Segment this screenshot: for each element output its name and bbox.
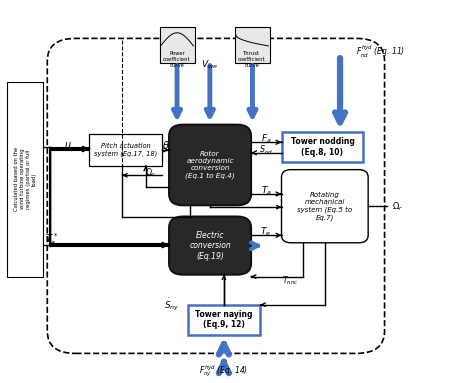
Text: Tower nodding
(Eq.8, 10): Tower nodding (Eq.8, 10): [291, 137, 355, 157]
FancyBboxPatch shape: [282, 170, 368, 243]
Text: $F_a$: $F_a$: [261, 132, 272, 145]
Text: $T_e$: $T_e$: [261, 225, 272, 238]
Text: $T_e^*$: $T_e^*$: [46, 231, 59, 248]
Bar: [90, 134, 162, 166]
Text: $V_{we}$: $V_{we}$: [201, 58, 219, 71]
Bar: [235, 27, 270, 63]
Text: Calculated based on the
wind turbine operating
regimes (partial or full
load): Calculated based on the wind turbine ope…: [14, 147, 36, 211]
Text: Pitch actuation
system (Eq.17, 18): Pitch actuation system (Eq.17, 18): [94, 143, 157, 157]
Text: Rotor
aerodynamic
conversion
(Eq.1 to Eq.4): Rotor aerodynamic conversion (Eq.1 to Eq…: [185, 151, 235, 179]
FancyBboxPatch shape: [169, 216, 251, 275]
Bar: [188, 304, 260, 335]
Text: $\Omega_r$: $\Omega_r$: [392, 200, 403, 213]
Text: $u$: $u$: [64, 139, 72, 149]
Bar: [8, 82, 43, 277]
Bar: [160, 27, 195, 63]
Text: $F_{nd}^{hyd}$ (Eq. 11): $F_{nd}^{hyd}$ (Eq. 11): [356, 43, 406, 60]
Text: $\Omega_r$: $\Omega_r$: [145, 166, 156, 178]
Text: Tower naying
(Eq.9, 12): Tower naying (Eq.9, 12): [195, 310, 253, 329]
Text: $T_{nnc}$: $T_{nnc}$: [282, 275, 298, 287]
Text: $F_{ny}^{hyd}$ (Eq. 14): $F_{ny}^{hyd}$ (Eq. 14): [200, 363, 248, 379]
Text: $T_a$: $T_a$: [261, 184, 272, 196]
Bar: [282, 132, 364, 162]
Text: Rotating
mechanical
system (Eq.5 to
Eq.7): Rotating mechanical system (Eq.5 to Eq.7…: [297, 192, 352, 221]
Text: Power
coefficient
curve: Power coefficient curve: [163, 51, 191, 68]
Text: $\dot{S}_{ny}$: $\dot{S}_{ny}$: [164, 296, 179, 313]
Text: $\theta$: $\theta$: [162, 139, 170, 151]
Text: Thrust
coefficient
curve: Thrust coefficient curve: [238, 51, 266, 68]
FancyBboxPatch shape: [169, 124, 251, 205]
Text: $\dot{S}_{nd}$: $\dot{S}_{nd}$: [259, 142, 273, 157]
Text: Electric
conversion
(Eq.19): Electric conversion (Eq.19): [189, 231, 231, 261]
